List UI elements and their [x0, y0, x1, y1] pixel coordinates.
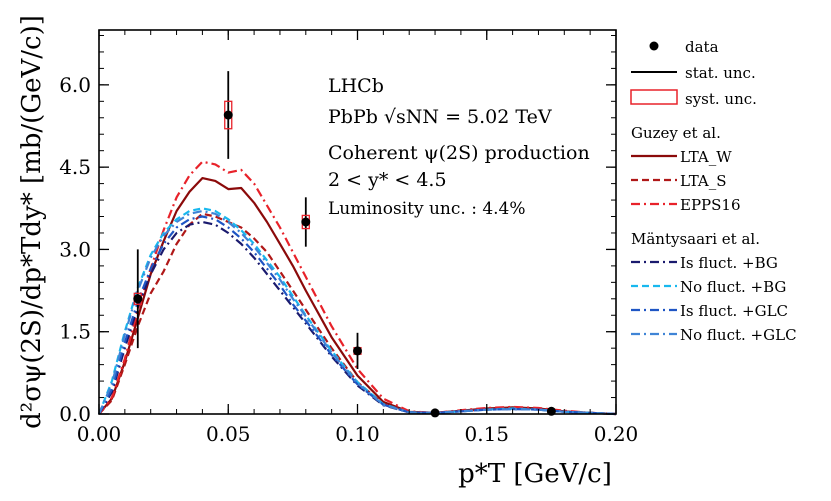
data-points [133, 71, 556, 418]
annotation-experiment: LHCb [328, 75, 384, 97]
annotation-luminosity: Luminosity unc. : 4.4% [328, 199, 526, 219]
y-tick-label: 6.0 [59, 73, 91, 97]
annotation-process: Coherent ψ(2S) production [328, 142, 590, 164]
x-tick-label: 0.20 [594, 422, 639, 446]
legend-label-epps16: EPPS16 [680, 196, 741, 214]
y-tick-label: 1.5 [59, 320, 91, 344]
legend-label-no-fluct-bg: No fluct. +BG [680, 278, 786, 296]
x-axis-title: p*T [GeV/c] [458, 459, 612, 489]
x-tick-label: 0.00 [77, 422, 122, 446]
data-point [353, 346, 362, 356]
legend-group-mantysaari: Mäntysaari et al. [631, 230, 760, 248]
annotations: LHCb PbPb √sNN = 5.02 TeV Coherent ψ(2S)… [328, 75, 590, 219]
data-point [133, 294, 143, 304]
curve-is-fluct-glc [98, 215, 617, 416]
data-point [223, 110, 233, 120]
legend-label-no-fluct-glc: No fluct. +GLC [680, 326, 797, 344]
data-point [301, 217, 311, 227]
legend-series-entries: LTA_W LTA_S EPPS16 Is fluct. +BG No fluct. +… [631, 148, 797, 344]
annotation-rapidity: 2 < y* < 4.5 [328, 169, 447, 191]
curve-epps16 [98, 160, 617, 416]
legend-group-guzey: Guzey et al. [631, 124, 721, 142]
legend-label-is-fluct-bg: Is fluct. +BG [680, 254, 778, 272]
legend-syst-label: syst. unc. [685, 90, 757, 108]
curve-no-fluct-glc [97, 209, 617, 416]
axes: 0.00 0.05 0.10 0.15 0.20 0.0 1.5 3.0 4.5 6.0 [59, 29, 639, 446]
legend-label-lta-w: LTA_W [680, 148, 732, 166]
x-tick-label: 0.15 [464, 422, 509, 446]
y-tick-label: 3.0 [59, 237, 91, 261]
legend-stat-label: stat. unc. [685, 64, 756, 82]
legend-syst-box [630, 89, 678, 105]
annotation-collision: PbPb √sNN = 5.02 TeV [328, 106, 552, 128]
model-curves [97, 160, 617, 416]
curve-no-fluct-bg [97, 207, 617, 416]
x-tick-label: 0.10 [335, 422, 380, 446]
legend: data stat. unc. syst. unc. Guzey et al. … [630, 38, 797, 344]
legend-label-lta-s: LTA_S [680, 172, 727, 190]
x-tick-label: 0.05 [206, 422, 251, 446]
legend-data-marker [649, 41, 659, 51]
legend-data-label: data [685, 38, 719, 56]
legend-label-is-fluct-glc: Is fluct. +GLC [680, 302, 788, 320]
y-tick-label: 0.0 [59, 402, 91, 426]
y-tick-label: 4.5 [59, 155, 91, 179]
y-axis-title: d²σψ(2S)/dp*Tdy* [mb/(GeV/c)] [17, 15, 47, 429]
